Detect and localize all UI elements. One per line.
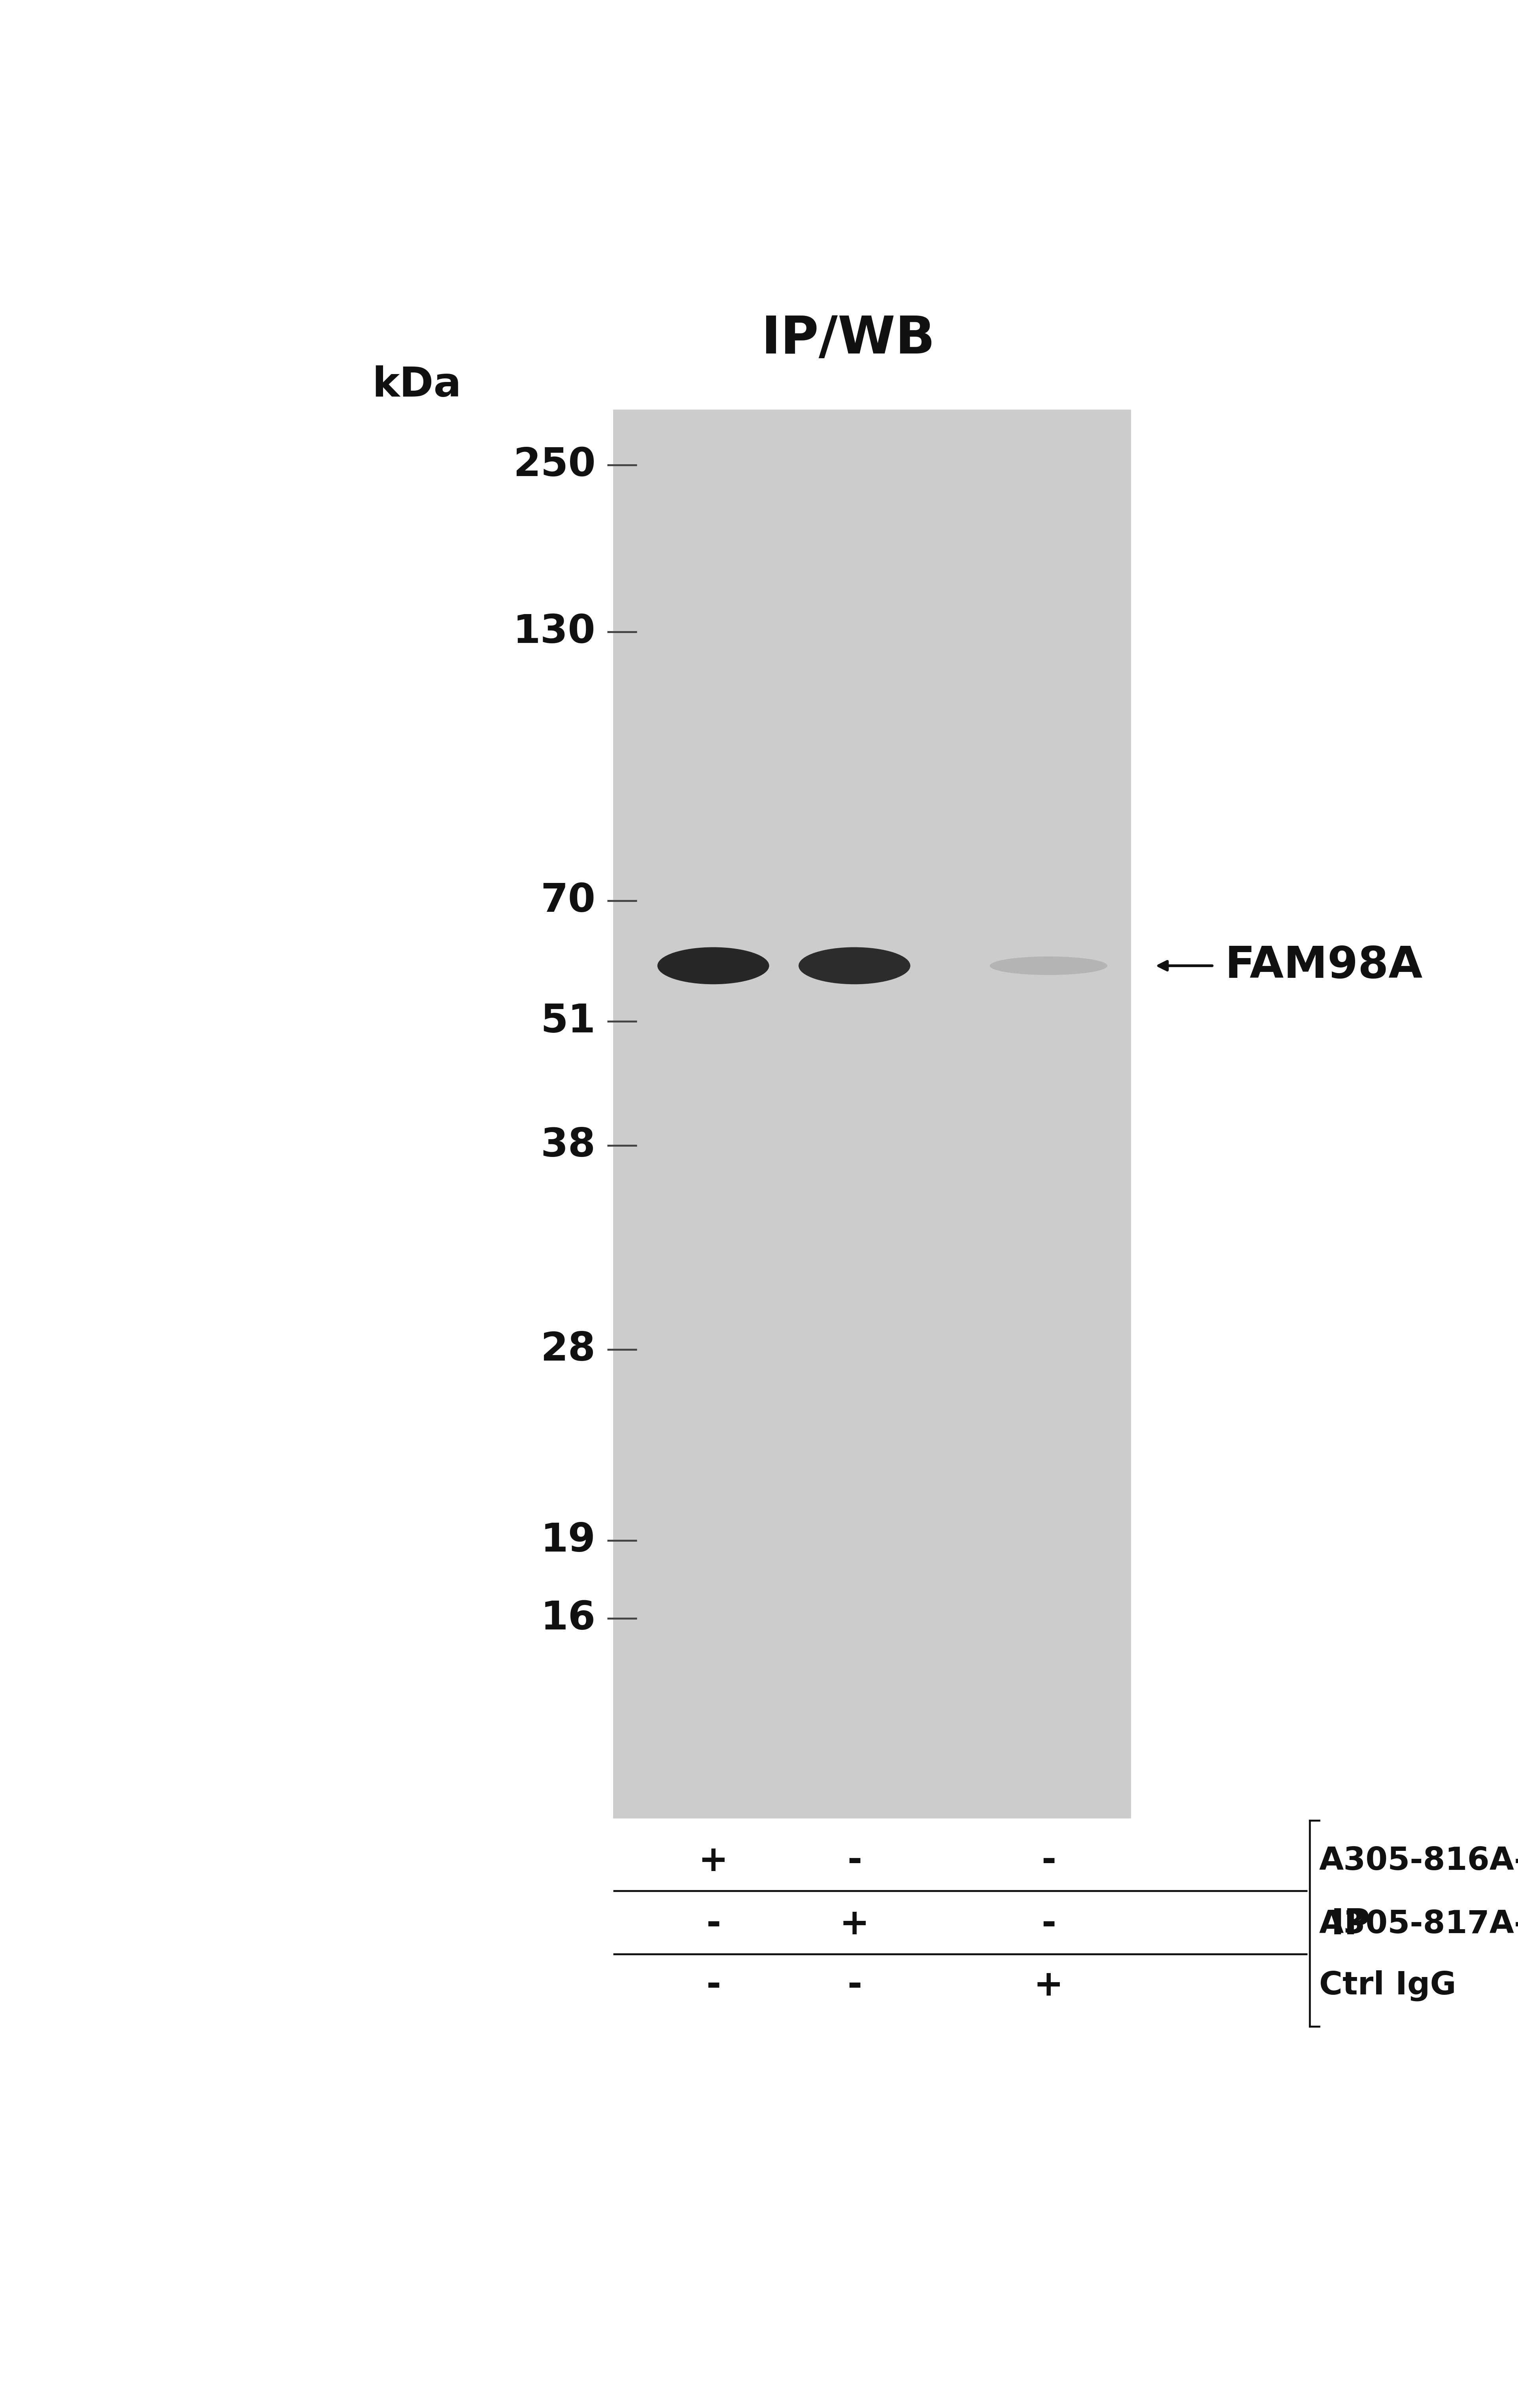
Text: IP/WB: IP/WB [762, 313, 935, 364]
Text: -: - [847, 1967, 862, 2003]
Ellipse shape [657, 946, 770, 985]
Text: FAM98A: FAM98A [1225, 944, 1422, 987]
Ellipse shape [798, 946, 911, 985]
Text: +: + [1034, 1967, 1064, 2003]
Ellipse shape [990, 956, 1108, 975]
Text: Ctrl IgG: Ctrl IgG [1319, 1970, 1456, 2001]
Text: +: + [698, 1845, 729, 1878]
Text: -: - [1041, 1907, 1057, 1941]
Text: -: - [1041, 1845, 1057, 1878]
Text: kDa: kDa [372, 366, 461, 405]
Text: 16: 16 [540, 1599, 595, 1637]
Text: 19: 19 [540, 1522, 595, 1560]
Text: -: - [706, 1907, 721, 1941]
Text: 250: 250 [513, 445, 595, 484]
Text: 130: 130 [513, 612, 595, 650]
Text: A305-816A-M: A305-816A-M [1319, 1847, 1518, 1876]
Bar [613, 409, 1131, 1818]
Text: -: - [847, 1845, 862, 1878]
Text: 51: 51 [540, 1002, 595, 1040]
Text: 38: 38 [540, 1127, 595, 1165]
Text: A305-817A-M: A305-817A-M [1319, 1910, 1518, 1941]
Text: IP: IP [1331, 1907, 1371, 1941]
Text: 70: 70 [540, 881, 595, 920]
Text: +: + [839, 1907, 870, 1941]
Text: 28: 28 [540, 1329, 595, 1368]
Text: -: - [706, 1967, 721, 2003]
